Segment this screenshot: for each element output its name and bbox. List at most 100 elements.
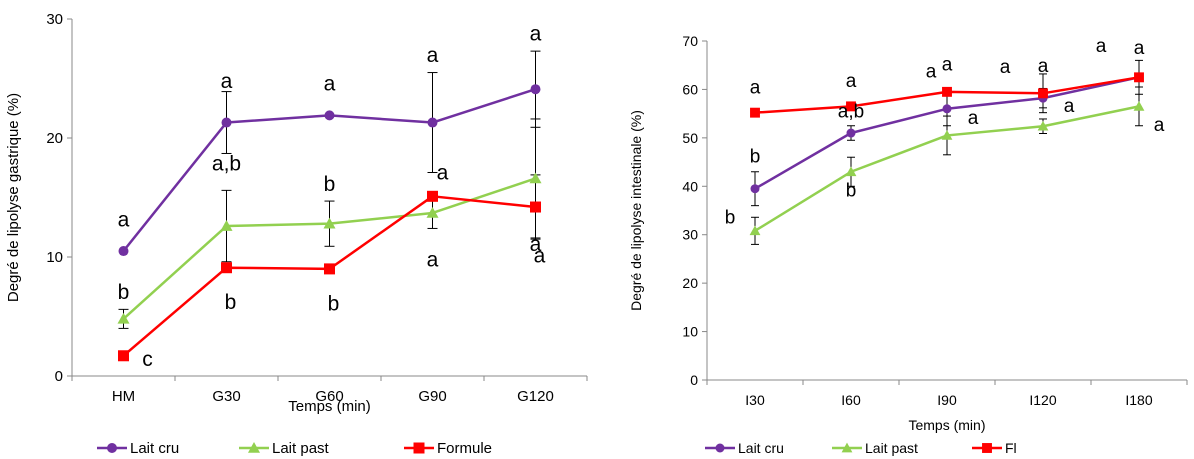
y-axis-title: Degré de lipolyse intestinale (%) [628,110,644,311]
significance-label: c [142,348,153,371]
significance-label: a [926,61,937,82]
data-point [323,217,336,229]
significance-label: a [534,244,546,267]
x-tick-label: I90 [937,392,957,408]
legend: Lait cru Lait past Formule [97,440,492,457]
data-point [942,104,952,114]
significance-label: a [750,77,761,98]
data-point [118,350,129,362]
data-point [1133,100,1145,111]
significance-label: a,b [212,152,241,175]
y-tick-label: 20 [682,275,698,291]
significance-label: a [118,208,130,231]
significance-label: a [968,108,979,129]
data-point [1038,88,1048,99]
data-point [1037,120,1049,131]
legend-label: Lait cru [738,440,784,456]
significance-label: a [942,55,953,76]
significance-label: a [1000,57,1011,78]
x-axis-title: Temps (min) [908,417,985,433]
legend-label: Formule [437,440,492,457]
significance-label: a [1096,36,1107,57]
data-point [941,130,953,140]
significance-label: a [221,70,233,93]
data-point [750,107,760,118]
x-tick-label: I180 [1125,392,1152,408]
data-point [324,263,335,275]
legend-marker [107,443,117,453]
legend-label: Lait cru [130,440,179,457]
significance-label: a [324,73,336,96]
data-point [942,86,952,97]
significance-label: a [1134,38,1145,59]
series-lait-cru [221,50,541,174]
significance-label: a [846,71,857,92]
legend-label: Lait past [272,440,330,457]
x-tick-label: I120 [1029,392,1056,408]
data-point [846,128,856,138]
data-point [1134,72,1144,83]
significance-label: a [530,23,542,46]
x-tick-label: G30 [212,388,240,405]
data-point [529,172,542,184]
data-point [426,206,439,218]
y-tick-label: 10 [46,249,63,266]
x-tick-label: G120 [517,388,554,405]
chart-intestinal-lipolysis: 0 10 20 30 40 50 60 70 I30 I60 I90 I120 I180 Temps (m… [628,33,1188,456]
y-tick-label: 50 [682,130,698,146]
significance-label: a [530,233,542,256]
significance-label: b [225,291,237,314]
data-point [118,246,129,257]
legend-label: Lait past [865,440,918,456]
data-point [324,110,335,121]
data-point [845,166,857,177]
legend-marker [248,442,260,453]
data-point [750,184,760,194]
y-tick-label: 0 [55,368,63,385]
data-point [530,84,541,95]
y-tick-label: 40 [682,178,698,194]
significance-label: a [427,248,439,271]
data-point [749,225,761,236]
legend: Lait cru Lait past Fl [705,440,1017,456]
data-point [427,117,438,128]
data-point [220,220,233,231]
significance-label: a [1038,56,1049,77]
data-point [530,201,541,213]
y-axis-title: Degré de lipolyse gastrique (%) [5,93,22,302]
significance-label: b [324,173,336,196]
data-point [221,262,232,274]
legend-marker [841,442,853,453]
significance-label: a [437,162,449,185]
significance-label: b [328,292,340,315]
x-tick-label: I30 [745,392,765,408]
y-tick-label: 10 [682,324,698,340]
x-axis-title: Temps (min) [288,398,371,415]
significance-label: b [846,180,857,201]
y-tick-label: 30 [682,227,698,243]
significance-label: b [725,207,736,228]
y-tick-label: 0 [690,372,698,388]
significance-label: a,b [838,102,864,123]
x-tick-label: G90 [418,388,446,405]
significance-label: a [1154,115,1165,136]
data-point [846,101,856,112]
data-point [221,117,232,128]
significance-label: b [750,146,761,167]
significance-label: a [1064,96,1075,117]
chart-gastric-lipolysis: 0 10 20 30 HM G30 G60 G90 G120 Temps (min) Degré d… [5,11,588,457]
data-point [427,190,438,202]
legend-marker [413,442,425,454]
data-point [117,312,130,324]
significance-label: a [427,44,439,67]
y-tick-label: 60 [682,81,698,97]
x-tick-label: G60 [315,388,343,405]
y-tick-label: 20 [46,130,63,147]
legend-label: Fl [1005,440,1017,456]
x-tick-label: HM [112,388,135,405]
significance-label: b [118,281,130,304]
y-tick-label: 30 [46,11,63,28]
legend-marker [715,443,725,453]
legend-marker [982,443,992,453]
